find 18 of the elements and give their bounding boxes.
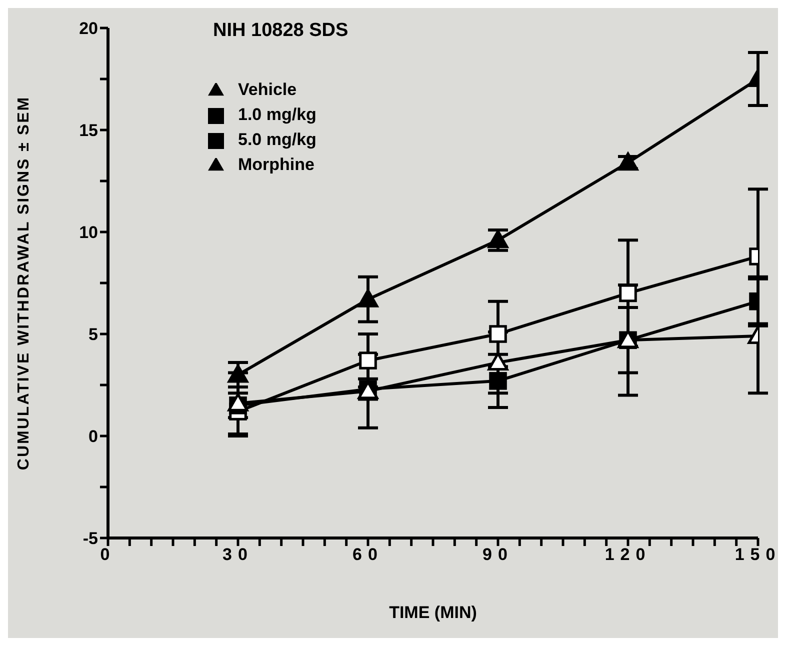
x-axis-title: TIME (MIN) (389, 603, 477, 622)
x-tick-label: 30 (222, 545, 254, 564)
x-tick-label: 150 (734, 545, 782, 564)
x-tick-label: 120 (604, 545, 652, 564)
legend-label: 1.0 mg/kg (238, 105, 316, 124)
y-tick-label: -5 (82, 529, 98, 548)
legend-label: Vehicle (238, 80, 297, 99)
y-tick-label: 0 (88, 427, 98, 446)
chart-title: NIH 10828 SDS (213, 20, 348, 42)
y-axis-title: CUMULATIVE WITHDRAWAL SIGNS ± SEM (16, 96, 33, 470)
legend-label: Morphine (238, 155, 314, 174)
x-tick-label: 90 (482, 545, 514, 564)
y-tick-label: 20 (79, 19, 98, 38)
y-tick-label: 15 (79, 121, 98, 140)
legend-label: 5.0 mg/kg (238, 130, 316, 149)
y-tick-label: 5 (88, 325, 98, 344)
y-tick-label: 10 (79, 223, 98, 242)
x-tick-label: 60 (352, 545, 384, 564)
